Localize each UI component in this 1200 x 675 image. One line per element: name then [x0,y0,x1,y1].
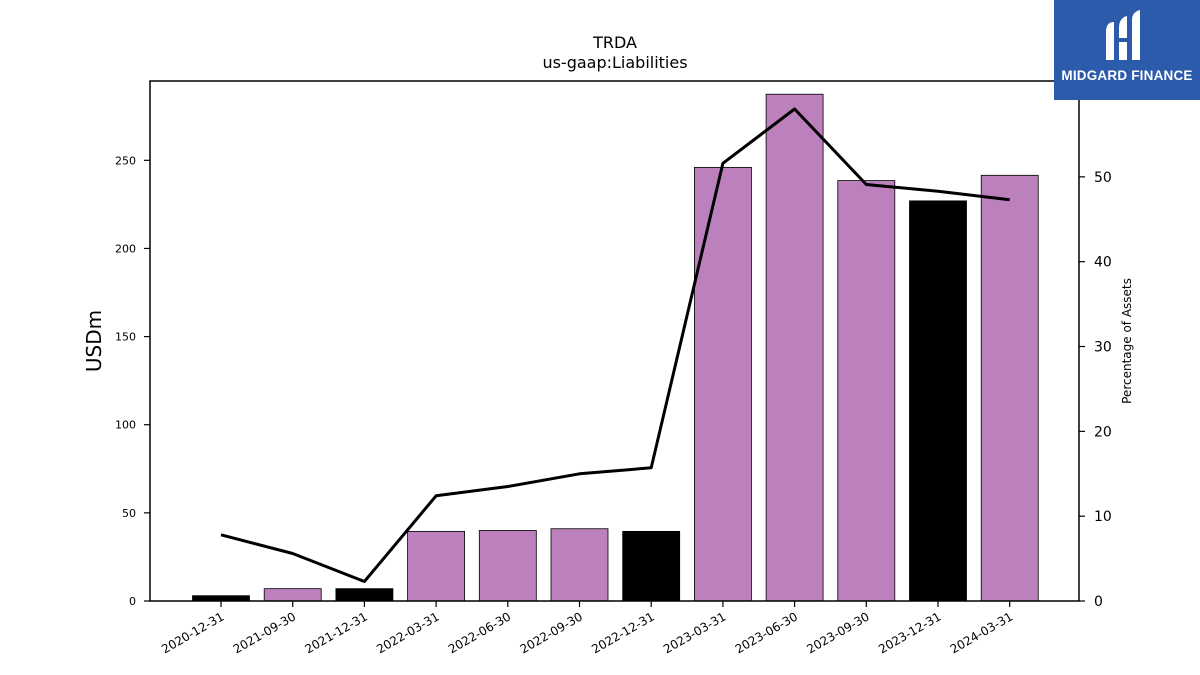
y2-tick-label: 40 [1094,255,1112,271]
y-axis-right: 0 10 20 30 40 50 [1079,170,1112,610]
x-tick-label: 2023-09-30 [804,609,871,656]
y2-tick-label: 10 [1094,509,1112,525]
bar [909,200,967,602]
chart-subtitle: us-gaap:Liabilities [542,53,687,72]
bar [694,166,752,602]
y-axis-label: USDm [82,310,106,372]
bar [765,93,824,602]
y-axis-left: 0 50 100 150 200 250 [115,154,150,608]
line-group [220,107,1010,583]
x-tick-label: 2023-06-30 [733,609,800,656]
series-line [220,107,1010,583]
bar [622,530,681,602]
y2-axis-label: Percentage of Assets [1120,278,1134,404]
y2-tick-label: 0 [1094,594,1103,610]
x-axis: 2020-12-31 2021-09-30 2021-12-31 2022-03-31… [159,601,1015,656]
x-tick-label: 2022-06-30 [446,609,513,656]
y-tick-label: 200 [115,242,136,255]
bar [837,180,896,602]
y2-tick-label: 50 [1094,170,1112,186]
x-tick-label: 2021-12-31 [302,609,369,656]
y2-tick-label: 20 [1094,424,1112,440]
bar [192,595,250,602]
y-tick-label: 150 [115,331,136,344]
x-tick-label: 2022-12-31 [589,609,656,656]
y-tick-label: 100 [115,419,136,432]
x-tick-label: 2020-12-31 [159,609,226,656]
x-tick-label: 2022-03-31 [374,609,441,656]
x-tick-label: 2023-12-31 [876,609,943,656]
bar [550,528,609,602]
y2-tick-label: 30 [1094,340,1112,356]
y-tick-label: 0 [129,595,136,608]
bar [980,174,1039,602]
x-tick-label: 2024-03-31 [948,609,1015,656]
x-tick-label: 2022-09-30 [518,609,585,656]
bar [478,530,537,602]
chart-title: TRDA [592,33,637,52]
bars-group [192,93,1039,602]
y-tick-label: 250 [115,154,136,167]
x-tick-label: 2021-09-30 [231,609,298,656]
x-tick-label: 2023-03-31 [661,609,728,656]
y-tick-label: 50 [122,507,136,520]
mf-logo-icon [1106,10,1140,60]
bar [263,588,322,602]
brand-name: MIDGARD FINANCE [1061,68,1193,83]
plot-frame [149,80,1080,602]
brand-logo: MIDGARD FINANCE [1054,0,1200,100]
bar [335,588,394,602]
bar [407,530,466,602]
